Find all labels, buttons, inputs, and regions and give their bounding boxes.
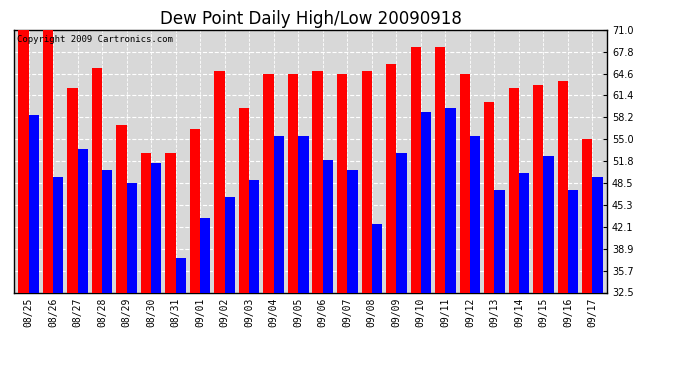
Bar [470, 136, 480, 375]
Bar [77, 149, 88, 375]
Bar [558, 81, 568, 375]
Bar [460, 74, 470, 375]
Bar [582, 139, 593, 375]
Bar [396, 153, 406, 375]
Bar [519, 173, 529, 375]
Bar [372, 224, 382, 375]
Bar [190, 129, 200, 375]
Bar [53, 177, 63, 375]
Bar [151, 163, 161, 375]
Bar [411, 47, 421, 375]
Bar [421, 112, 431, 375]
Bar [435, 47, 445, 375]
Bar [43, 30, 53, 375]
Bar [337, 74, 347, 375]
Bar [126, 183, 137, 375]
Bar [28, 115, 39, 375]
Bar [495, 190, 504, 375]
Bar [544, 156, 554, 375]
Bar [117, 126, 126, 375]
Bar [313, 71, 323, 375]
Bar [200, 217, 210, 375]
Bar [288, 74, 298, 375]
Text: Copyright 2009 Cartronics.com: Copyright 2009 Cartronics.com [17, 35, 172, 44]
Bar [239, 108, 249, 375]
Bar [298, 136, 308, 375]
Bar [166, 153, 176, 375]
Bar [249, 180, 259, 375]
Bar [533, 84, 544, 375]
Bar [215, 71, 225, 375]
Title: Dew Point Daily High/Low 20090918: Dew Point Daily High/Low 20090918 [159, 10, 462, 28]
Bar [445, 108, 455, 375]
Bar [225, 197, 235, 375]
Bar [92, 68, 102, 375]
Bar [264, 74, 274, 375]
Bar [568, 190, 578, 375]
Bar [509, 88, 519, 375]
Bar [176, 258, 186, 375]
Bar [274, 136, 284, 375]
Bar [347, 170, 357, 375]
Bar [593, 177, 603, 375]
Bar [18, 30, 28, 375]
Bar [386, 64, 396, 375]
Bar [67, 88, 77, 375]
Bar [323, 159, 333, 375]
Bar [362, 71, 372, 375]
Bar [102, 170, 112, 375]
Bar [141, 153, 151, 375]
Bar [484, 102, 495, 375]
